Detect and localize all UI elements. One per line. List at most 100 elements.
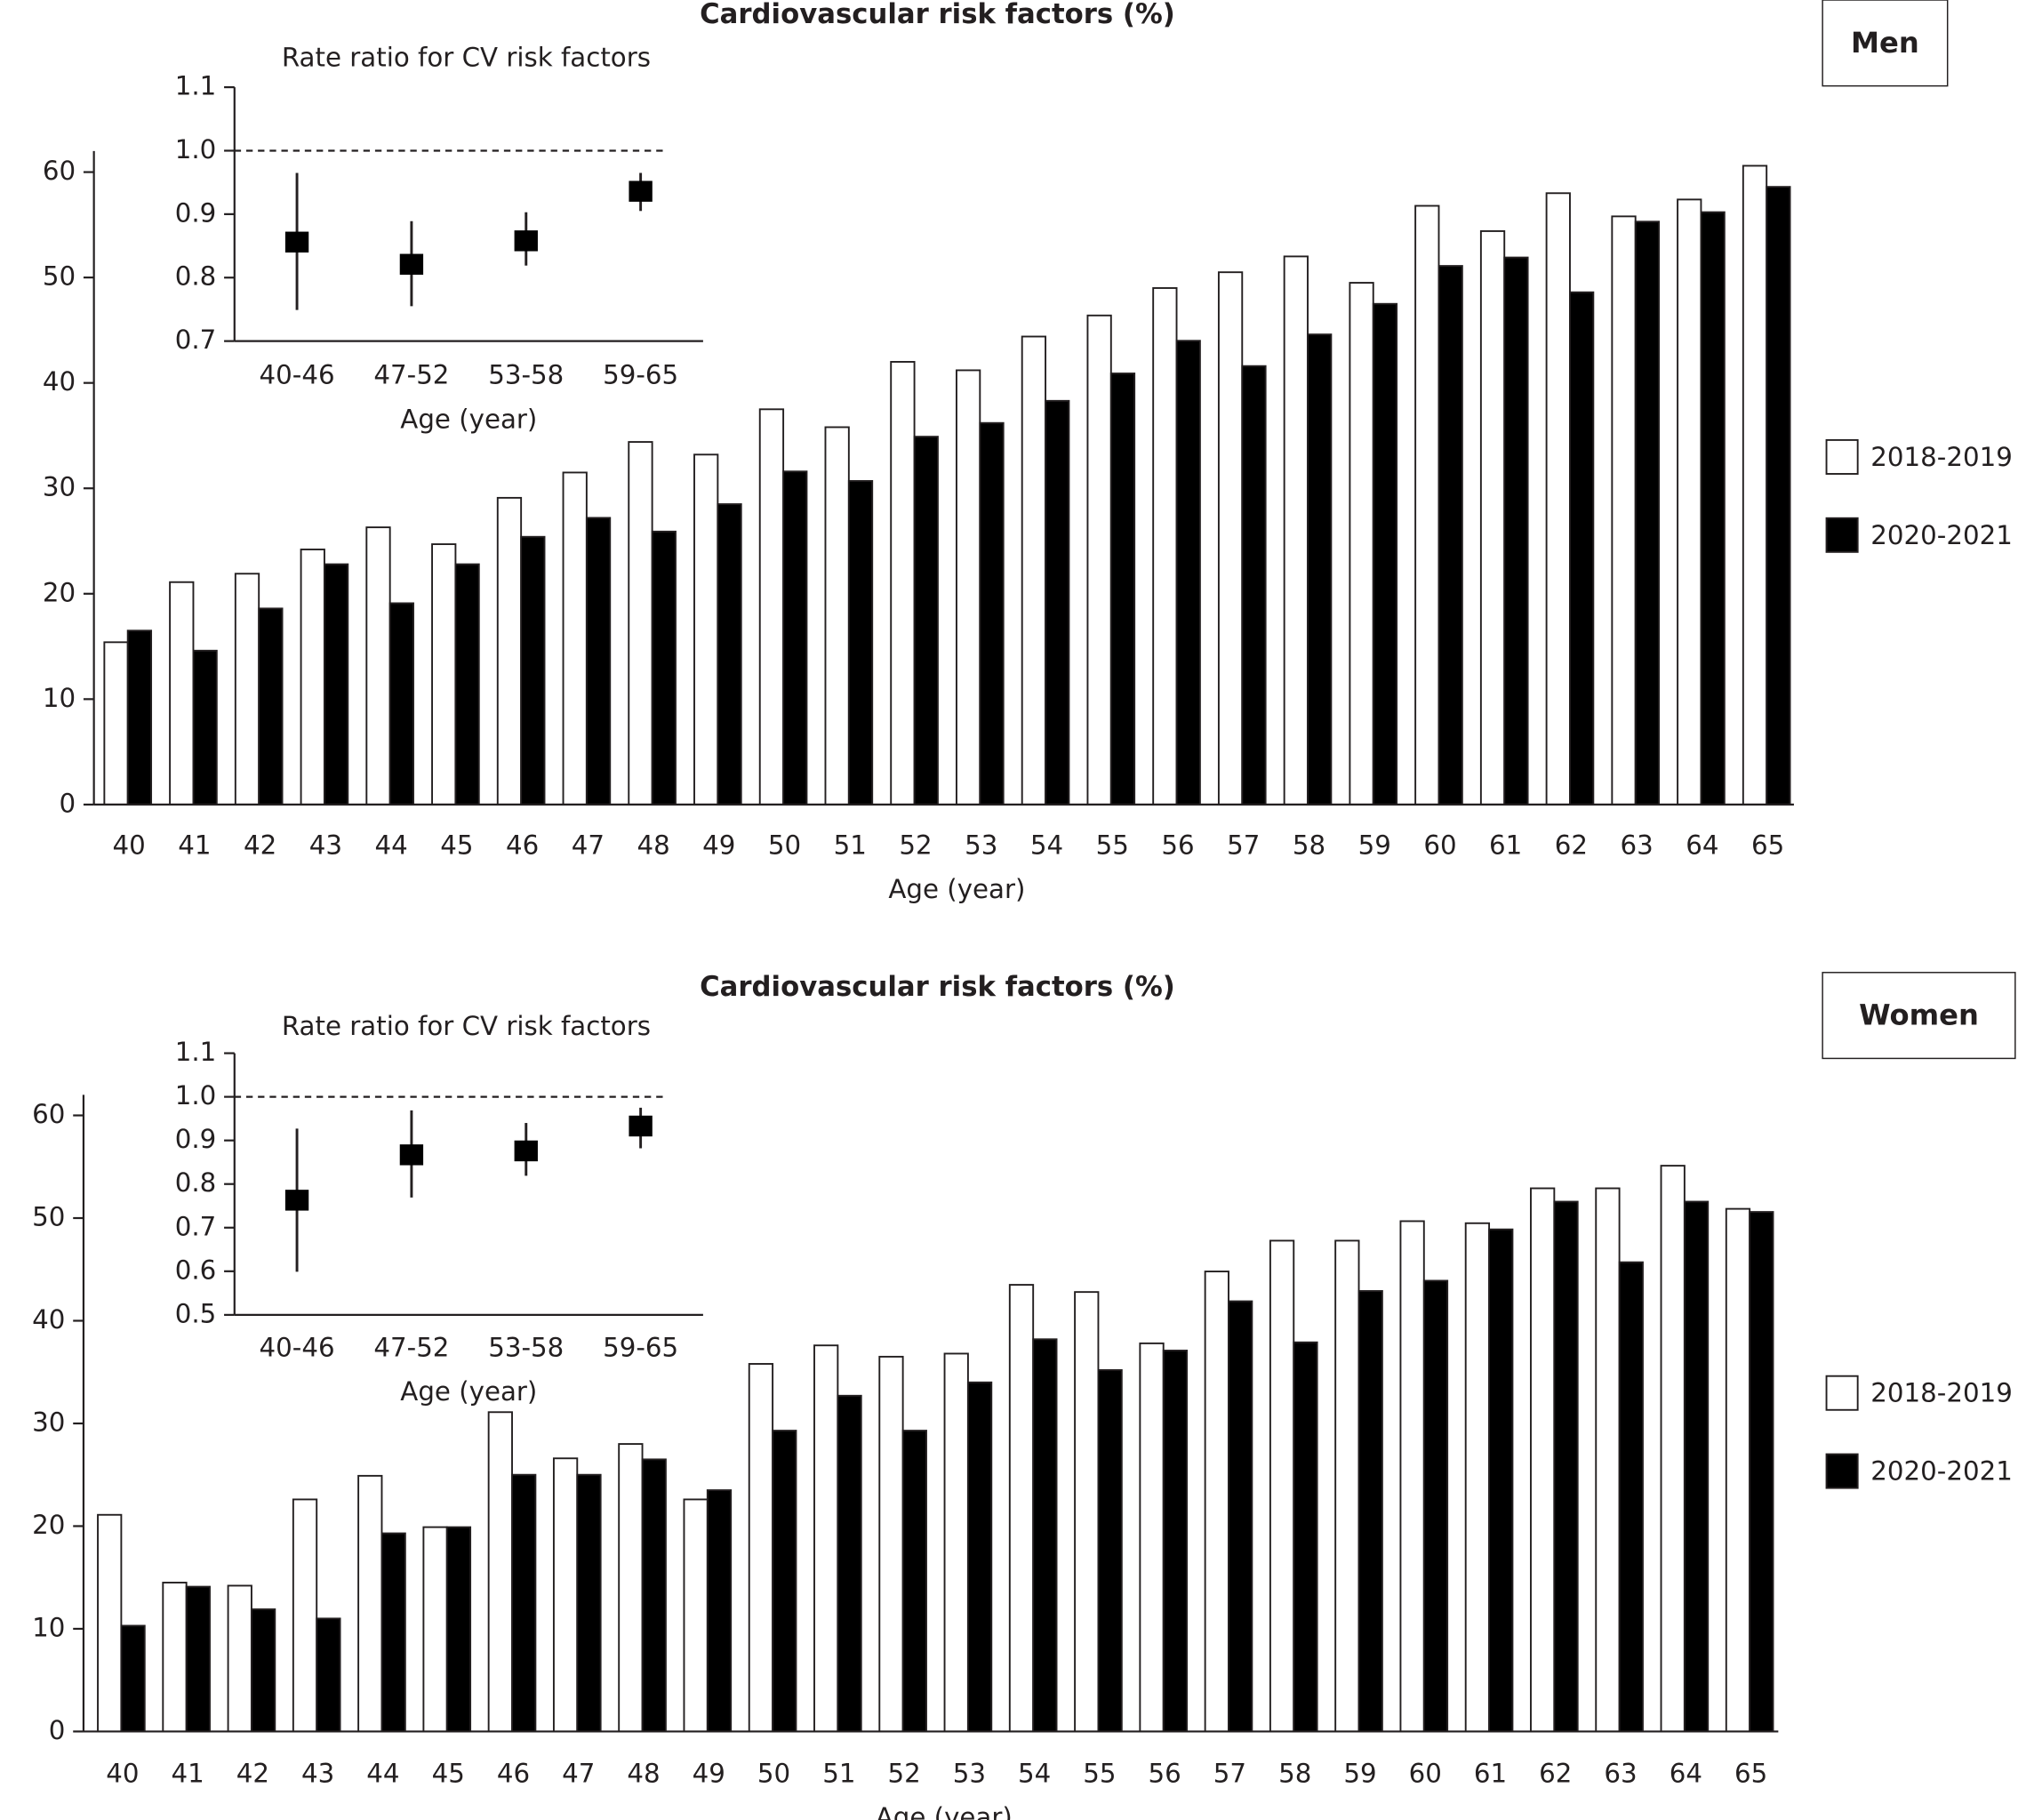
y-tick-label: 1.1 <box>175 1037 217 1067</box>
bar <box>890 361 916 806</box>
x-tick-label: 60 <box>1409 1758 1442 1788</box>
bar <box>1008 1284 1035 1733</box>
x-tick-label: 51 <box>834 830 867 860</box>
x-tick-label: 57 <box>1213 1758 1246 1788</box>
bar <box>1725 1207 1751 1733</box>
legend-label: 2020-2021 <box>1870 1456 2013 1487</box>
y-tick-label: 0 <box>60 788 76 818</box>
y-tick-label: 10 <box>43 683 76 713</box>
y-tick-label: 0.8 <box>175 261 217 292</box>
bar <box>97 1513 123 1733</box>
y-tick-label: 0.9 <box>175 197 217 228</box>
x-tick-label: 62 <box>1539 1758 1572 1788</box>
bar <box>772 1430 797 1733</box>
bar <box>1139 1342 1165 1733</box>
bar <box>1437 265 1463 806</box>
bar <box>388 602 414 806</box>
y-tick-label: 60 <box>32 1099 65 1129</box>
x-tick-label: 64 <box>1670 1758 1702 1788</box>
y-tick-label: 10 <box>32 1612 65 1642</box>
x-tick-label: 53-58 <box>488 1332 564 1362</box>
bar <box>365 526 391 806</box>
bar <box>1293 1341 1318 1733</box>
bar <box>1086 314 1112 806</box>
bar <box>1357 1290 1383 1733</box>
x-tick-label: 48 <box>627 1758 660 1788</box>
bar <box>496 496 523 806</box>
bar <box>1464 1222 1491 1733</box>
bar <box>1372 302 1398 806</box>
panel-label: Women <box>1859 998 1979 1032</box>
x-tick-label: 40-46 <box>260 1332 335 1362</box>
y-tick-label: 30 <box>43 472 76 502</box>
chart-title: Cardiovascular risk factors (%) <box>700 971 1175 1003</box>
bar <box>1530 1187 1556 1733</box>
y-tick-label: 0.6 <box>175 1255 217 1285</box>
x-tick-label: 59 <box>1358 830 1391 860</box>
bar <box>1595 1187 1621 1733</box>
bar <box>717 503 742 806</box>
bar <box>1618 1261 1644 1733</box>
point-marker <box>514 230 538 252</box>
bar <box>1074 1291 1100 1733</box>
x-tick-label: 48 <box>637 830 669 860</box>
bar <box>1553 1200 1579 1733</box>
x-axis-label: Age (year) <box>888 874 1025 904</box>
bar <box>1021 335 1047 806</box>
x-tick-label: 56 <box>1161 830 1194 860</box>
bar <box>1660 1165 1686 1733</box>
bar <box>103 641 129 806</box>
bar <box>192 649 218 806</box>
x-tick-label: 41 <box>172 1758 204 1788</box>
bar <box>1677 198 1702 806</box>
bar <box>1204 1271 1229 1733</box>
x-tick-label: 63 <box>1604 1758 1637 1788</box>
bar <box>1766 186 1791 806</box>
bar <box>487 1411 513 1733</box>
bar <box>1503 256 1529 806</box>
bar <box>824 426 850 806</box>
x-tick-label: 57 <box>1227 830 1260 860</box>
point-marker <box>514 1140 538 1162</box>
bar <box>1569 291 1595 806</box>
x-tick-label: 40-46 <box>260 360 335 390</box>
bar <box>813 1344 839 1733</box>
bar <box>956 369 981 806</box>
x-tick-label: 47-52 <box>373 1332 449 1362</box>
x-tick-label: 56 <box>1149 1758 1181 1788</box>
y-tick-label: 0.7 <box>175 325 217 355</box>
panel-label: Men <box>1851 26 1919 60</box>
x-tick-label: 46 <box>497 1758 530 1788</box>
bar <box>758 408 785 806</box>
bar <box>169 581 195 806</box>
x-tick-label: 59-65 <box>603 1332 678 1362</box>
bar <box>1634 220 1661 806</box>
y-tick-label: 0.9 <box>175 1124 217 1154</box>
point-marker <box>284 1190 309 1211</box>
bar <box>1545 192 1571 806</box>
bar <box>1152 287 1178 806</box>
bar <box>258 607 284 806</box>
bar <box>693 453 719 806</box>
bar <box>431 543 457 806</box>
x-tick-label: 45 <box>432 1758 465 1788</box>
x-tick-label: 53 <box>953 1758 986 1788</box>
point-marker <box>284 231 309 253</box>
x-tick-label: 59 <box>1343 1758 1376 1788</box>
bar <box>323 563 349 806</box>
x-tick-label: 41 <box>178 830 211 860</box>
bar <box>380 1532 406 1733</box>
x-axis-label: Age (year) <box>876 1802 1013 1820</box>
bar <box>913 436 939 806</box>
bar <box>1488 1228 1514 1733</box>
x-tick-label: 52 <box>887 1758 920 1788</box>
x-tick-label: 45 <box>440 830 473 860</box>
x-tick-label: 44 <box>375 830 408 860</box>
x-tick-label: 64 <box>1686 830 1718 860</box>
bar <box>1109 373 1136 806</box>
x-tick-label: 43 <box>301 1758 334 1788</box>
legend-label: 2018-2019 <box>1870 1378 2013 1408</box>
bar <box>1399 1220 1425 1733</box>
bar <box>126 629 153 806</box>
bar <box>292 1498 318 1733</box>
